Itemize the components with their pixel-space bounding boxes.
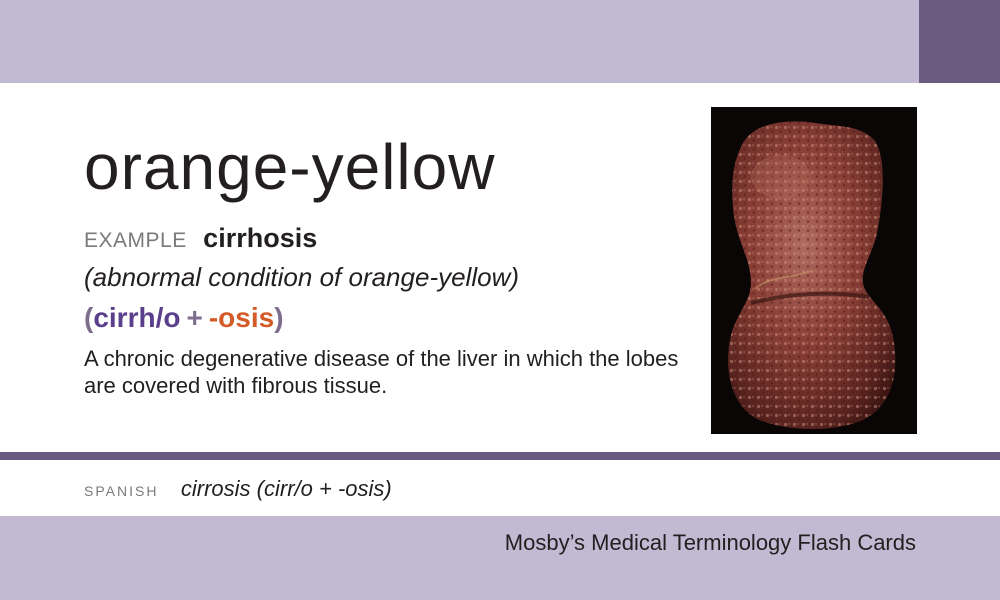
bottom-band <box>0 516 1000 600</box>
top-accent-block <box>919 0 1000 83</box>
cirrhotic-liver-photo-icon <box>728 121 896 430</box>
top-band <box>0 0 1000 83</box>
plus-sign: + <box>186 302 203 333</box>
term-title: orange-yellow <box>84 131 496 203</box>
word-parts: (cirrh/o + -osis) <box>84 302 284 334</box>
open-paren: ( <box>84 302 94 333</box>
word-root: cirrh/o <box>93 302 181 333</box>
example-word: cirrhosis <box>203 223 318 253</box>
spanish-translation: cirrosis (cirr/o + -osis) <box>180 476 392 501</box>
word-suffix: -osis <box>208 302 275 333</box>
footer-title: Mosby’s Medical Terminology Flash Cards <box>504 530 916 555</box>
section-divider <box>0 452 1000 460</box>
example-meaning: (abnormal condition of orange-yellow) <box>84 262 520 292</box>
liver-photo <box>711 107 917 434</box>
example-label: EXAMPLE <box>84 229 187 252</box>
spanish-label: SPANISH <box>84 483 159 499</box>
close-paren: ) <box>274 302 284 333</box>
spanish-row: SPANISH cirrosis (cirr/o + -osis) <box>84 476 392 502</box>
definition-text: A chronic degenerative disease of the li… <box>84 346 679 398</box>
example-row: EXAMPLE cirrhosis <box>84 223 317 254</box>
